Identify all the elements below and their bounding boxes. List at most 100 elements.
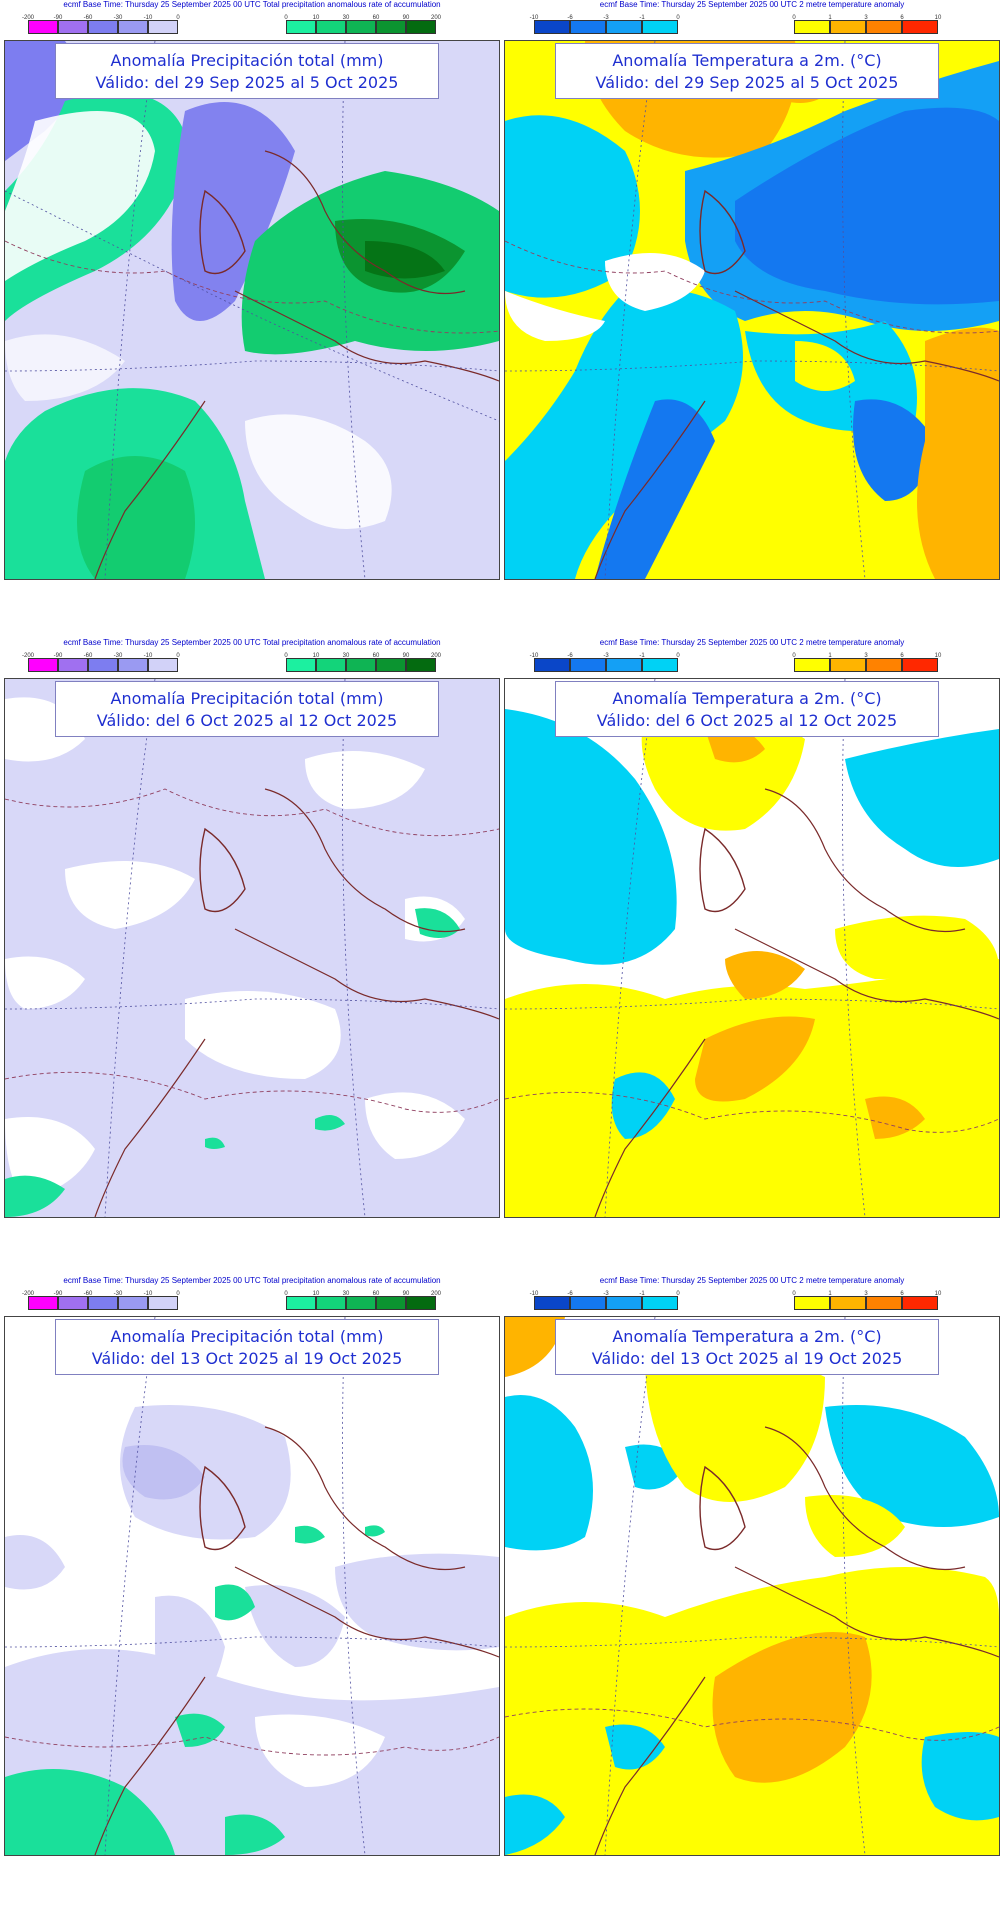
map-valid-period: Válido: del 6 Oct 2025 al 12 Oct 2025 (96, 711, 398, 730)
legend-tick: 10 (934, 653, 942, 659)
precip-header: ecmf Base Time: Thursday 25 September 20… (4, 1276, 500, 1316)
legend-swatch (28, 20, 58, 34)
precip-header: ecmf Base Time: Thursday 25 September 20… (4, 0, 500, 40)
legend-tick: 1 (828, 15, 832, 21)
legend-swatch (148, 1296, 178, 1310)
legend-tick: -6 (567, 1291, 573, 1297)
legend-tick: -1 (639, 1291, 645, 1297)
legend-tick: 3 (864, 653, 868, 659)
legend-swatch (570, 1296, 606, 1310)
legend-tick: 30 (342, 15, 350, 21)
legend-tick: -200 (21, 15, 35, 21)
legend-tick: -30 (113, 1291, 123, 1297)
legend-tick: 6 (900, 653, 904, 659)
temp-header: ecmf Base Time: Thursday 25 September 20… (504, 638, 1000, 678)
legend-swatch (148, 658, 178, 672)
legend-swatch (606, 20, 642, 34)
legend-tick: -3 (603, 1291, 609, 1297)
legend-tick: 200 (430, 653, 442, 659)
precip-map-graphic (5, 679, 499, 1217)
legend-swatch (88, 1296, 118, 1310)
legend-tick: 200 (430, 1291, 442, 1297)
legend-swatch (866, 20, 902, 34)
legend-swatch (830, 1296, 866, 1310)
map-title-box: Anomalía Temperatura a 2m. (°C) Válido: … (555, 681, 939, 737)
legend-swatch (606, 658, 642, 672)
legend-swatch (902, 658, 938, 672)
legend-swatch (346, 20, 376, 34)
precip-map-graphic (5, 41, 499, 579)
legend-tick: 0 (176, 1291, 180, 1297)
legend-swatch (286, 20, 316, 34)
legend-swatch (316, 20, 346, 34)
precip-positive-legend: 0 10 30 60 90 200 (284, 15, 446, 41)
legend-swatch (28, 1296, 58, 1310)
legend-swatch (794, 658, 830, 672)
header-caption: ecmf Base Time: Thursday 25 September 20… (63, 0, 441, 9)
temp-map-graphic (505, 679, 999, 1217)
legend-swatch (286, 658, 316, 672)
header-caption: ecmf Base Time: Thursday 25 September 20… (599, 1276, 905, 1285)
legend-tick: 30 (342, 1291, 350, 1297)
legend-tick: -60 (83, 653, 93, 659)
legend-tick: 10 (312, 653, 320, 659)
legend-swatch (570, 658, 606, 672)
header-caption: ecmf Base Time: Thursday 25 September 20… (63, 638, 441, 647)
precip-map: Anomalía Precipitación total (mm) Válido… (4, 678, 500, 1218)
legend-tick: 10 (312, 1291, 320, 1297)
legend-swatch (316, 1296, 346, 1310)
legend-tick: -90 (53, 653, 63, 659)
temp-negative-legend: -10 -6 -3 -1 0 (530, 1291, 694, 1317)
legend-tick: 0 (284, 1291, 288, 1297)
temp-header: ecmf Base Time: Thursday 25 September 20… (504, 0, 1000, 40)
legend-tick: -30 (113, 15, 123, 21)
legend-tick: 60 (372, 653, 380, 659)
legend-tick: 10 (934, 15, 942, 21)
legend-tick: -90 (53, 15, 63, 21)
legend-swatch (642, 658, 678, 672)
legend-swatch (830, 20, 866, 34)
legend-tick: 90 (402, 653, 410, 659)
map-valid-period: Válido: del 29 Sep 2025 al 5 Oct 2025 (95, 73, 399, 92)
legend-swatch (346, 658, 376, 672)
map-title-box: Anomalía Precipitación total (mm) Válido… (55, 1319, 439, 1375)
legend-tick: 6 (900, 1291, 904, 1297)
legend-tick: 60 (372, 1291, 380, 1297)
precip-negative-legend: -200 -90 -60 -30 -10 0 (22, 1291, 188, 1317)
legend-swatch (406, 20, 436, 34)
legend-swatch (118, 658, 148, 672)
temp-positive-legend: 0 1 3 6 10 (792, 653, 954, 679)
temp-negative-legend: -10 -6 -3 -1 0 (530, 15, 694, 41)
legend-swatch (570, 20, 606, 34)
temp-map-graphic (505, 41, 999, 579)
temp-negative-legend: -10 -6 -3 -1 0 (530, 653, 694, 679)
legend-swatch (28, 658, 58, 672)
legend-swatch (376, 20, 406, 34)
legend-swatch (286, 1296, 316, 1310)
map-valid-period: Válido: del 29 Sep 2025 al 5 Oct 2025 (595, 73, 899, 92)
map-title: Anomalía Precipitación total (mm) (110, 51, 384, 70)
precip-panel-week2: ecmf Base Time: Thursday 25 September 20… (4, 638, 500, 1218)
legend-tick: -6 (567, 653, 573, 659)
legend-swatch (316, 658, 346, 672)
map-title: Anomalía Precipitación total (mm) (110, 1327, 384, 1346)
legend-swatch (118, 20, 148, 34)
legend-tick: -10 (143, 653, 153, 659)
legend-swatch (406, 1296, 436, 1310)
legend-tick: -10 (529, 653, 539, 659)
legend-tick: -10 (143, 1291, 153, 1297)
legend-tick: 1 (828, 653, 832, 659)
legend-tick: 30 (342, 653, 350, 659)
legend-tick: -200 (21, 1291, 35, 1297)
legend-tick: 0 (284, 15, 288, 21)
legend-swatch (58, 658, 88, 672)
map-title: Anomalía Temperatura a 2m. (°C) (612, 1327, 882, 1346)
map-title-box: Anomalía Temperatura a 2m. (°C) Válido: … (555, 1319, 939, 1375)
legend-swatch (376, 1296, 406, 1310)
legend-swatch (148, 20, 178, 34)
map-title: Anomalía Temperatura a 2m. (°C) (612, 689, 882, 708)
legend-tick: -1 (639, 653, 645, 659)
legend-tick: -10 (143, 15, 153, 21)
map-title-box: Anomalía Temperatura a 2m. (°C) Válido: … (555, 43, 939, 99)
legend-swatch (534, 658, 570, 672)
